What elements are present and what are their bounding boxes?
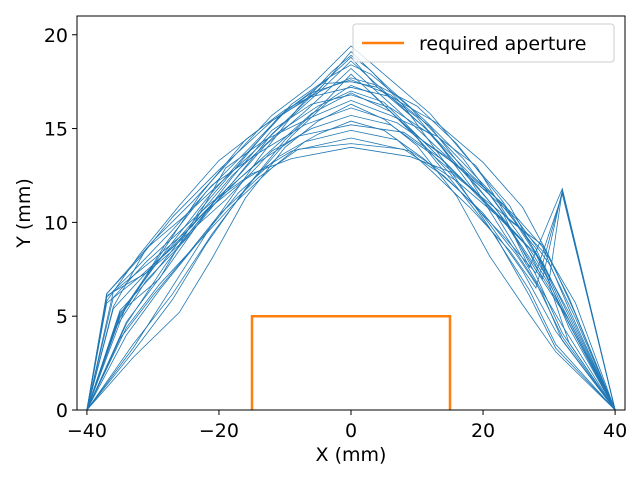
x-axis-label: X (mm) bbox=[316, 444, 387, 466]
y-axis-ticks: 0 5 10 15 20 bbox=[44, 25, 77, 422]
trajectory-line-7 bbox=[86, 99, 616, 411]
trajectory-line-23 bbox=[86, 54, 616, 411]
y-tick-label: 20 bbox=[44, 25, 68, 47]
legend-label-aperture: required aperture bbox=[419, 33, 586, 55]
trajectory-line-10 bbox=[86, 124, 616, 411]
trajectory-line-4 bbox=[86, 56, 616, 411]
x-tick-label: 40 bbox=[603, 420, 627, 442]
trajectory-line-25 bbox=[86, 92, 616, 411]
trajectory-line-5 bbox=[86, 107, 616, 411]
trajectory-line-16 bbox=[86, 143, 616, 411]
y-tick-label: 15 bbox=[44, 119, 68, 141]
x-tick-label: −20 bbox=[199, 420, 239, 442]
x-axis-ticks: −40 −20 0 20 40 bbox=[67, 410, 627, 442]
legend-box bbox=[352, 23, 615, 63]
trajectory-line-21 bbox=[86, 77, 616, 411]
trajectory-line-22 bbox=[86, 146, 616, 411]
trajectory-line-26 bbox=[86, 81, 616, 411]
aperture-line-layer bbox=[250, 314, 452, 410]
trajectory-line-1 bbox=[86, 79, 616, 411]
x-tick-label: −40 bbox=[67, 420, 107, 442]
y-tick-label: 10 bbox=[44, 212, 68, 234]
trajectory-line-18 bbox=[86, 103, 616, 411]
trajectory-line-11 bbox=[86, 73, 616, 411]
aperture-line bbox=[250, 314, 452, 410]
trajectory-line-17 bbox=[86, 60, 616, 411]
trajectory-lines bbox=[86, 45, 616, 411]
trajectory-line-8 bbox=[86, 51, 616, 411]
x-tick-label: 0 bbox=[345, 420, 357, 442]
trajectory-line-20 bbox=[86, 120, 616, 411]
x-tick-label: 20 bbox=[471, 420, 495, 442]
legend: required aperture bbox=[352, 23, 615, 63]
trajectory-line-12 bbox=[86, 114, 616, 411]
trajectory-line-15 bbox=[86, 86, 616, 411]
trajectory-line-14 bbox=[86, 129, 616, 411]
y-tick-label: 5 bbox=[56, 306, 68, 328]
trajectory-line-9 bbox=[86, 94, 616, 411]
trajectory-line-24 bbox=[86, 137, 616, 411]
trajectory-line-6 bbox=[86, 84, 616, 411]
y-axis-label: Y (mm) bbox=[13, 178, 35, 249]
y-tick-label: 0 bbox=[56, 400, 68, 422]
